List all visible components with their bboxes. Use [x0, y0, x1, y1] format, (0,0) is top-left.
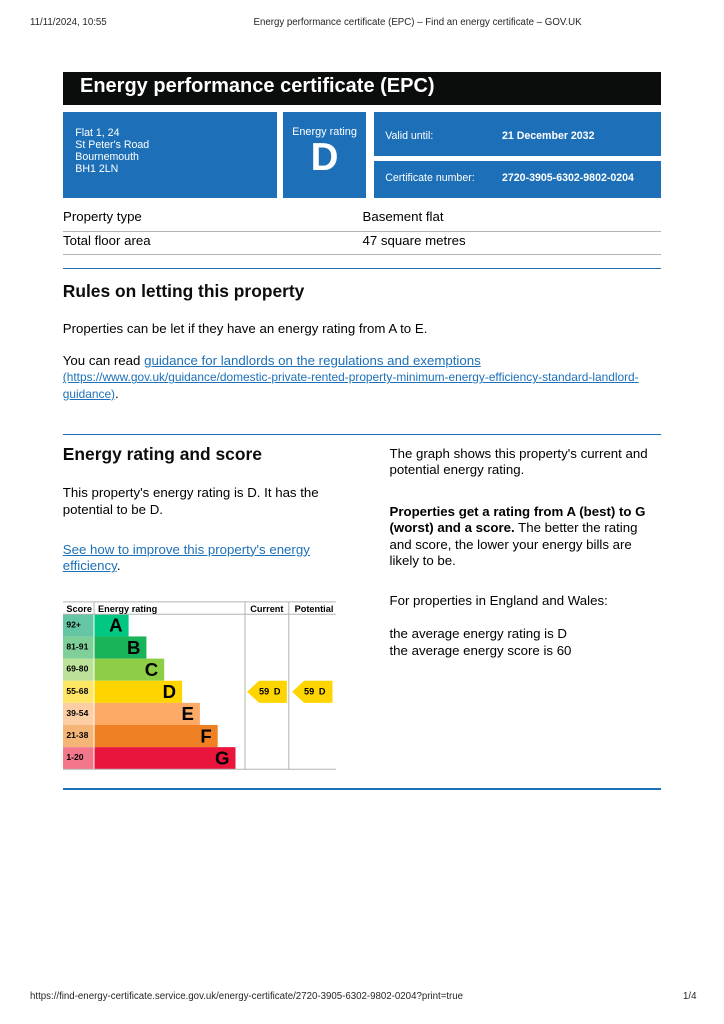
svg-text:D: D [163, 681, 176, 702]
svg-text:D: D [274, 686, 281, 696]
svg-text:Energy rating: Energy rating [98, 604, 157, 614]
svg-text:59: 59 [304, 686, 314, 696]
svg-text:A: A [109, 615, 122, 636]
svg-text:81-91: 81-91 [66, 641, 88, 651]
svg-text:G: G [215, 747, 229, 768]
svg-text:55-68: 55-68 [66, 686, 88, 696]
svg-text:Potential: Potential [295, 604, 334, 614]
svg-text:F: F [200, 725, 211, 746]
svg-text:21-38: 21-38 [66, 730, 88, 740]
svg-text:92+: 92+ [66, 619, 81, 629]
svg-text:E: E [181, 703, 193, 724]
svg-text:39-54: 39-54 [66, 708, 88, 718]
svg-text:59: 59 [259, 686, 269, 696]
svg-text:1-20: 1-20 [66, 752, 83, 762]
svg-text:Current: Current [250, 604, 283, 614]
svg-text:D: D [319, 686, 326, 696]
svg-text:Score: Score [66, 604, 92, 614]
svg-text:C: C [145, 659, 158, 680]
svg-text:B: B [127, 637, 140, 658]
svg-text:69-80: 69-80 [66, 664, 88, 674]
